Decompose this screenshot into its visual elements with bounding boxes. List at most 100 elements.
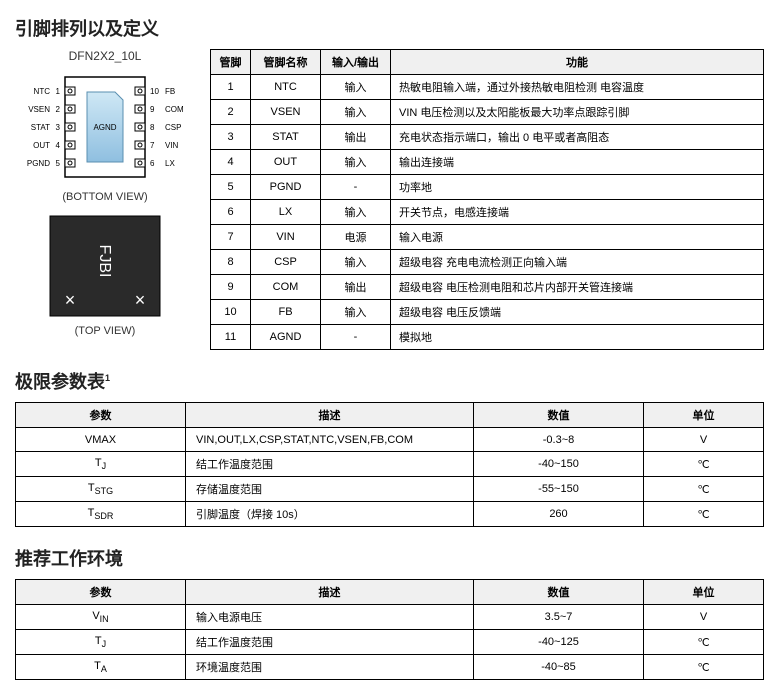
value-cell: -40~85 <box>474 655 644 680</box>
table-cell: VIN <box>251 225 321 250</box>
table-row: 7VIN电源输入电源 <box>211 225 764 250</box>
table-cell: 10 <box>211 300 251 325</box>
recommended-table: 参数 描述 数值 单位 VIN输入电源电压3.5~7VTJ结工作温度范围-40~… <box>15 579 764 680</box>
table-row: 1NTC输入热敏电阻输入端，通过外接热敏电阻检测 电容温度 <box>211 75 764 100</box>
value-cell: 3.5~7 <box>474 605 644 630</box>
table-cell: 输入 <box>321 100 391 125</box>
limits-table: 参数 描述 数值 单位 VMAXVIN,OUT,LX,CSP,STAT,NTC,… <box>15 402 764 527</box>
table-cell: - <box>321 175 391 200</box>
table-cell: 模拟地 <box>391 325 764 350</box>
limits-title: 极限参数表1 <box>15 368 764 394</box>
bottom-view-caption: (BOTTOM VIEW) <box>15 191 195 203</box>
rec-header: 描述 <box>186 580 474 605</box>
table-cell: 充电状态指示端口，输出 0 电平或者高阻态 <box>391 125 764 150</box>
svg-text:COM: COM <box>165 105 184 114</box>
pin-header-row: 管脚 管脚名称 输入/输出 功能 <box>211 50 764 75</box>
table-row: 9COM输出超级电容 电压检测电阻和芯片内部开关管连接端 <box>211 275 764 300</box>
table-cell: 9 <box>211 275 251 300</box>
svg-text:STAT: STAT <box>31 123 50 132</box>
table-cell: VSEN <box>251 100 321 125</box>
table-row: 4OUT输入输出连接端 <box>211 150 764 175</box>
table-cell: 8 <box>211 250 251 275</box>
table-cell: 输入 <box>321 300 391 325</box>
param-cell: TJ <box>16 630 186 655</box>
table-cell: 输出连接端 <box>391 150 764 175</box>
top-view-svg: FJBI × × <box>40 211 170 321</box>
desc-cell: 存储温度范围 <box>186 477 474 502</box>
limits-header: 单位 <box>644 403 764 428</box>
value-cell: -40~150 <box>474 452 644 477</box>
package-diagrams: DFN2X2_10L AGND 1 NTC <box>15 49 195 345</box>
svg-text:NTC: NTC <box>34 87 51 96</box>
table-cell: 6 <box>211 200 251 225</box>
rec-header: 参数 <box>16 580 186 605</box>
table-cell: 开关节点，电感连接端 <box>391 200 764 225</box>
desc-cell: VIN,OUT,LX,CSP,STAT,NTC,VSEN,FB,COM <box>186 428 474 452</box>
table-cell: 超级电容 充电电流检测正向输入端 <box>391 250 764 275</box>
rec-header: 单位 <box>644 580 764 605</box>
svg-text:OUT: OUT <box>33 141 50 150</box>
table-cell: OUT <box>251 150 321 175</box>
pinout-title: 引脚排列以及定义 <box>15 15 764 41</box>
package-name: DFN2X2_10L <box>15 49 195 63</box>
svg-text:PGND: PGND <box>27 159 50 168</box>
table-cell: 输入 <box>321 75 391 100</box>
limits-header: 描述 <box>186 403 474 428</box>
table-cell: 电源 <box>321 225 391 250</box>
rec-header: 数值 <box>474 580 644 605</box>
recommended-section: 推荐工作环境 参数 描述 数值 单位 VIN输入电源电压3.5~7VTJ结工作温… <box>15 545 764 680</box>
param-cell: TA <box>16 655 186 680</box>
value-cell: -0.3~8 <box>474 428 644 452</box>
table-row: 8CSP输入超级电容 充电电流检测正向输入端 <box>211 250 764 275</box>
table-cell: 1 <box>211 75 251 100</box>
table-cell: CSP <box>251 250 321 275</box>
unit-cell: ℃ <box>644 502 764 527</box>
table-cell: 5 <box>211 175 251 200</box>
table-cell: STAT <box>251 125 321 150</box>
param-cell: TJ <box>16 452 186 477</box>
pin-header: 管脚 <box>211 50 251 75</box>
svg-text:×: × <box>135 290 146 310</box>
table-cell: FB <box>251 300 321 325</box>
value-cell: -40~125 <box>474 630 644 655</box>
param-cell: VIN <box>16 605 186 630</box>
table-row: VIN输入电源电压3.5~7V <box>16 605 764 630</box>
pinout-row: DFN2X2_10L AGND 1 NTC <box>15 49 764 350</box>
param-cell: TSDR <box>16 502 186 527</box>
unit-cell: ℃ <box>644 630 764 655</box>
desc-cell: 环境温度范围 <box>186 655 474 680</box>
pin-header: 管脚名称 <box>251 50 321 75</box>
value-cell: -55~150 <box>474 477 644 502</box>
limits-header: 参数 <box>16 403 186 428</box>
svg-text:3: 3 <box>56 123 61 132</box>
unit-cell: V <box>644 428 764 452</box>
limits-section: 极限参数表1 参数 描述 数值 单位 VMAXVIN,OUT,LX,CSP,ST… <box>15 368 764 527</box>
svg-text:2: 2 <box>56 105 61 114</box>
table-cell: 超级电容 电压检测电阻和芯片内部开关管连接端 <box>391 275 764 300</box>
desc-cell: 输入电源电压 <box>186 605 474 630</box>
table-row: 3STAT输出充电状态指示端口，输出 0 电平或者高阻态 <box>211 125 764 150</box>
pin-header: 功能 <box>391 50 764 75</box>
table-row: 5PGND-功率地 <box>211 175 764 200</box>
table-cell: 11 <box>211 325 251 350</box>
recommended-title: 推荐工作环境 <box>15 545 764 571</box>
table-cell: 7 <box>211 225 251 250</box>
svg-text:7: 7 <box>150 141 155 150</box>
table-row: 11AGND-模拟地 <box>211 325 764 350</box>
svg-text:×: × <box>65 290 76 310</box>
pin-table: 管脚 管脚名称 输入/输出 功能 1NTC输入热敏电阻输入端，通过外接热敏电阻检… <box>210 49 764 350</box>
table-cell: 输入电源 <box>391 225 764 250</box>
agnd-label: AGND <box>93 123 116 132</box>
table-row: TJ结工作温度范围-40~150℃ <box>16 452 764 477</box>
table-row: VMAXVIN,OUT,LX,CSP,STAT,NTC,VSEN,FB,COM-… <box>16 428 764 452</box>
top-view-caption: (TOP VIEW) <box>15 325 195 337</box>
svg-text:LX: LX <box>165 159 175 168</box>
param-cell: TSTG <box>16 477 186 502</box>
svg-text:9: 9 <box>150 105 155 114</box>
svg-text:VSEN: VSEN <box>28 105 50 114</box>
desc-cell: 引脚温度（焊接 10s） <box>186 502 474 527</box>
table-cell: 输入 <box>321 200 391 225</box>
limits-header: 数值 <box>474 403 644 428</box>
svg-text:8: 8 <box>150 123 155 132</box>
table-cell: COM <box>251 275 321 300</box>
